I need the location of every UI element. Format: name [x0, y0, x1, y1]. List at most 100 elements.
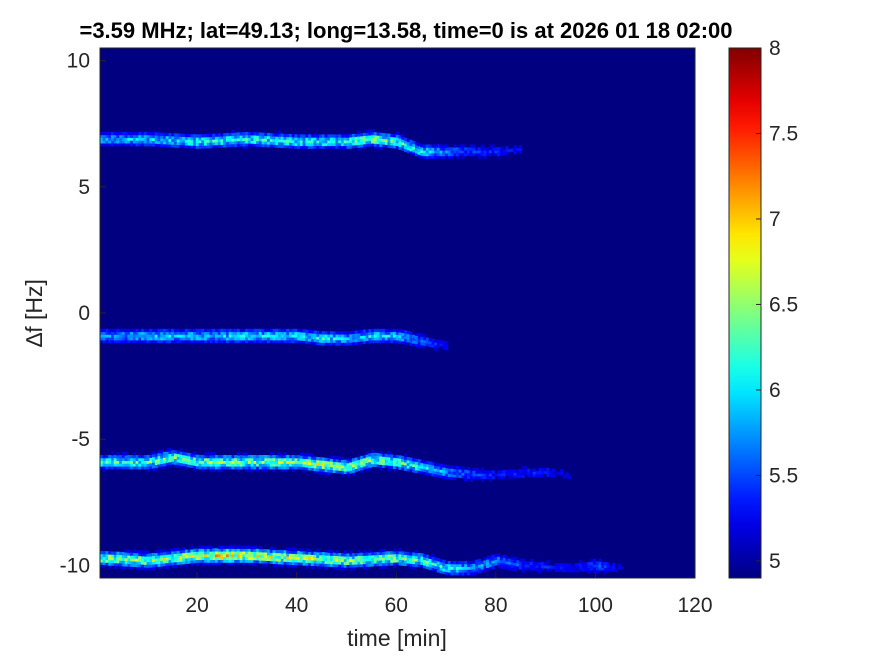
heatmap-cell-series-4 — [401, 562, 405, 566]
heatmap-cell-series-1 — [373, 140, 377, 144]
heatmap-cell-series-3 — [278, 452, 282, 456]
heatmap-cell-series-1 — [102, 134, 106, 138]
heatmap-cell-series-2 — [124, 328, 128, 333]
heatmap-cell-series-1 — [431, 144, 435, 148]
heatmap-cell-series-1 — [439, 144, 443, 148]
heatmap-cell-series-3 — [206, 455, 210, 459]
heatmap-cell-series-3 — [368, 461, 372, 465]
heatmap-cell-series-3 — [163, 454, 167, 458]
heatmap-cell-series-1 — [204, 134, 208, 138]
heatmap-cell-series-1 — [165, 138, 169, 142]
heatmap-cell-series-3 — [393, 457, 397, 461]
heatmap-cell-series-3 — [206, 452, 210, 456]
heatmap-cell-series-3 — [491, 475, 495, 480]
heatmap-cell-series-4 — [173, 547, 178, 552]
heatmap-cell-series-3 — [469, 470, 473, 474]
heatmap-cell-series-4 — [590, 559, 594, 563]
heatmap-cell-series-4 — [560, 568, 564, 573]
heatmap-cell-series-2 — [371, 331, 375, 335]
heatmap-cell-series-2 — [135, 328, 139, 333]
heatmap-cell-series-2 — [206, 337, 210, 341]
heatmap-cell-series-1 — [456, 147, 460, 151]
heatmap-cell-series-2 — [146, 339, 150, 344]
heatmap-cell-series-4 — [472, 568, 476, 573]
heatmap-cell-series-3 — [226, 463, 230, 467]
heatmap-cell-series-2 — [330, 342, 334, 346]
heatmap-cell-series-4 — [187, 560, 191, 564]
heatmap-cell-series-3 — [546, 470, 550, 474]
heatmap-cell-series-4 — [595, 564, 599, 568]
heatmap-cell-series-1 — [215, 133, 219, 137]
heatmap-cell-series-4 — [206, 551, 210, 555]
heatmap-cell-series-4 — [508, 558, 512, 562]
heatmap-cell-series-4 — [305, 559, 309, 563]
heatmap-cell-series-2 — [113, 337, 117, 341]
heatmap-cell-series-1 — [294, 142, 298, 146]
heatmap-cells — [100, 129, 624, 576]
heatmap-cell-series-4 — [376, 560, 380, 564]
heatmap-cell-series-3 — [111, 455, 115, 459]
heatmap-cell-series-4 — [321, 563, 325, 567]
heatmap-cell-series-1 — [187, 145, 191, 149]
heatmap-cell-series-4 — [513, 557, 517, 561]
heatmap-cell-series-1 — [250, 137, 254, 141]
heatmap-cell-series-4 — [305, 554, 309, 558]
heatmap-cell-series-3 — [204, 457, 208, 461]
heatmap-cell-series-4 — [456, 563, 460, 567]
heatmap-cell-series-3 — [272, 460, 276, 464]
heatmap-cell-series-1 — [201, 134, 205, 138]
heatmap-cell-series-1 — [321, 137, 325, 141]
heatmap-cell-series-4 — [245, 551, 249, 555]
heatmap-cell-series-2 — [163, 339, 167, 344]
heatmap-cell-series-2 — [420, 339, 424, 343]
heatmap-cell-series-4 — [239, 553, 243, 558]
heatmap-cell-series-3 — [316, 470, 320, 475]
heatmap-cell-series-3 — [119, 457, 123, 461]
heatmap-cell-series-4 — [439, 570, 443, 574]
heatmap-cell-series-2 — [171, 328, 175, 333]
heatmap-cell-series-4 — [434, 568, 438, 572]
heatmap-cell-series-3 — [286, 457, 290, 461]
heatmap-cell-series-4 — [343, 553, 347, 557]
heatmap-cell-series-2 — [387, 337, 391, 341]
heatmap-cell-series-3 — [439, 466, 443, 470]
heatmap-cell-series-3 — [357, 465, 361, 469]
heatmap-cell-series-2 — [423, 339, 427, 344]
heatmap-cell-series-4 — [609, 565, 613, 569]
heatmap-cell-series-4 — [409, 566, 413, 570]
heatmap-cell-series-1 — [245, 137, 249, 141]
heatmap-cell-series-3 — [382, 453, 386, 457]
heatmap-cell-series-1 — [393, 142, 397, 146]
heatmap-cell-series-4 — [291, 564, 295, 568]
heatmap-cell-series-3 — [171, 452, 175, 457]
heatmap-cell-series-1 — [316, 137, 320, 141]
heatmap-cell-series-3 — [423, 463, 427, 467]
heatmap-cell-series-3 — [343, 465, 347, 469]
heatmap-cell-series-3 — [351, 458, 356, 462]
heatmap-cell-series-4 — [111, 559, 115, 564]
heatmap-cell-series-2 — [302, 334, 306, 339]
heatmap-cell-series-3 — [154, 456, 158, 460]
heatmap-cell-series-3 — [321, 465, 325, 470]
heatmap-cell-series-3 — [332, 467, 336, 471]
heatmap-cell-series-4 — [502, 554, 506, 559]
heatmap-cell-series-4 — [215, 548, 219, 552]
heatmap-cell-series-1 — [198, 145, 202, 149]
heatmap-cell-series-1 — [390, 136, 394, 140]
heatmap-cell-series-2 — [368, 334, 372, 338]
heatmap-cell-series-1 — [395, 145, 399, 149]
heatmap-cell-series-2 — [228, 328, 232, 333]
heatmap-cell-series-4 — [461, 569, 465, 573]
heatmap-cell-series-1 — [179, 136, 183, 140]
heatmap-cell-series-3 — [108, 455, 112, 459]
heatmap-cell-series-3 — [176, 450, 180, 455]
heatmap-cell-series-3 — [198, 460, 202, 464]
heatmap-cell-series-4 — [467, 561, 471, 565]
heatmap-cell-series-3 — [488, 478, 493, 482]
heatmap-cell-series-3 — [456, 466, 460, 470]
heatmap-cell-series-2 — [327, 331, 331, 335]
heatmap-cell-series-3 — [412, 461, 416, 465]
heatmap-cell-series-4 — [477, 569, 482, 574]
heatmap-cell-series-4 — [513, 562, 517, 566]
heatmap-cell-series-1 — [332, 134, 336, 138]
